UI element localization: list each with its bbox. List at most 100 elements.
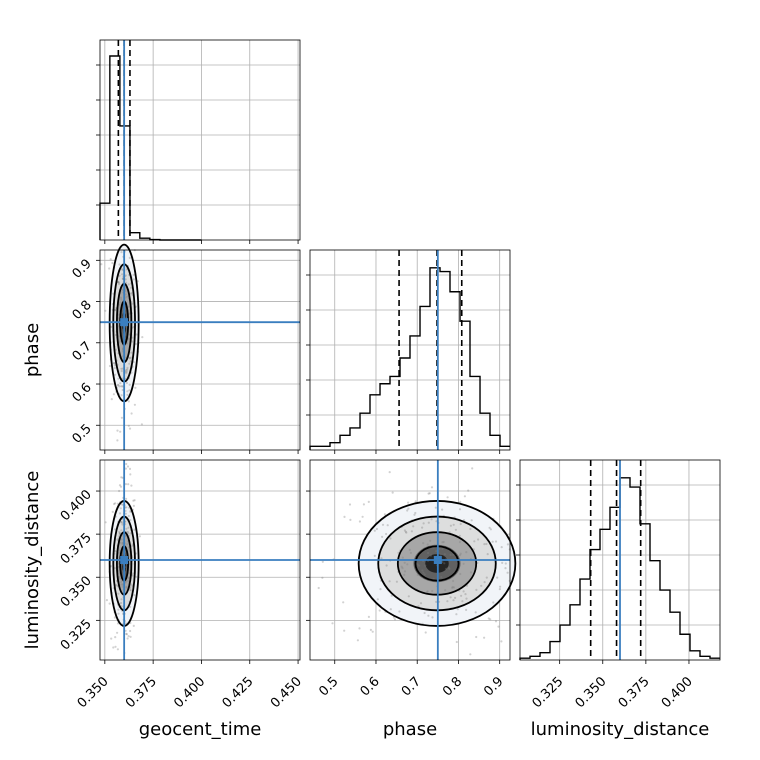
sample-point [120,598,123,601]
sample-point [380,557,383,560]
sample-point [118,274,121,277]
sample-point [127,283,130,286]
y-tick-label: 0.6 [70,380,95,405]
sample-point [129,588,132,592]
sample-point [127,514,130,518]
sample-point [127,526,130,529]
sample-point [358,520,361,523]
sample-point [131,302,134,305]
sample-point [113,364,116,367]
sample-point [132,278,135,281]
sample-point [348,503,352,506]
sample-point [422,542,425,545]
sample-point [118,551,121,555]
sample-point [317,586,320,590]
sample-point [390,594,393,597]
sample-point [125,372,128,375]
sample-point [452,553,455,556]
sample-point [124,512,127,515]
sample-point [127,576,130,580]
sample-point [422,571,425,574]
sample-point [112,362,116,365]
sample-point [454,596,457,600]
sample-point [121,388,124,392]
sample-point [487,617,490,620]
sample-point [499,585,502,588]
sample-point [125,632,128,636]
sample-point [128,427,132,430]
sample-point [488,526,491,529]
sample-point [125,368,128,372]
sample-point [132,273,135,276]
x-tick-label: 0.375 [123,674,160,711]
sample-point [125,506,128,509]
sample-point [423,611,426,615]
xlabel-phase: phase [383,719,437,740]
sample-point [497,625,500,628]
panel-frame [309,249,511,451]
sample-point [454,528,457,531]
sample-point [113,567,116,570]
sample-point [121,385,124,388]
sample-point [116,383,120,386]
sample-point [500,546,503,549]
sample-point [491,540,494,543]
sample-point [100,263,103,266]
sample-point [494,540,498,543]
sample-point [116,538,119,541]
sample-point [407,507,410,510]
truth-marker [433,556,442,564]
sample-point [435,550,438,553]
sample-point [120,503,123,506]
sample-point [120,601,123,605]
sample-point [125,462,128,466]
sample-point [381,535,384,539]
sample-point [423,573,426,576]
sample-point [135,333,138,336]
sample-point [426,590,429,594]
ylabel-phase: phase [22,323,43,377]
sample-point [120,367,123,370]
sample-point [120,394,123,397]
sample-point [125,497,128,500]
x-tick-label: 0.350 [75,674,112,711]
sample-point [426,543,429,546]
sample-point [431,616,434,619]
sample-point [127,635,130,638]
sample-point [362,503,365,506]
sample-point [129,360,132,363]
sample-point [116,631,119,634]
sample-point [451,585,454,589]
sample-point [460,594,463,597]
sample-point [483,581,486,584]
sample-point [118,281,121,284]
sample-point [127,305,130,308]
sample-point [121,585,124,588]
sample-point [135,575,138,579]
xlabel-luminosity-distance: luminosity_distance [531,719,710,740]
sample-point [449,596,452,599]
sample-point [108,602,111,605]
sample-point [403,561,406,564]
sample-point [119,577,122,580]
sample-point [125,268,128,271]
sample-point [440,576,443,579]
x-tick-label: 0.375 [616,674,653,711]
sample-point [389,608,392,611]
sample-point [438,547,441,550]
sample-point [131,572,134,575]
sample-point [410,530,413,533]
sample-point [131,544,134,547]
sample-point [118,512,122,515]
sample-point [128,383,131,386]
sample-point [465,551,468,554]
sample-point [114,645,117,648]
sample-point [126,543,129,546]
sample-point [120,529,123,532]
sample-point [120,538,123,541]
sample-point [349,518,352,522]
sample-point [469,571,473,574]
sample-point [441,547,444,551]
sample-point [129,519,132,522]
sample-point [461,600,464,603]
